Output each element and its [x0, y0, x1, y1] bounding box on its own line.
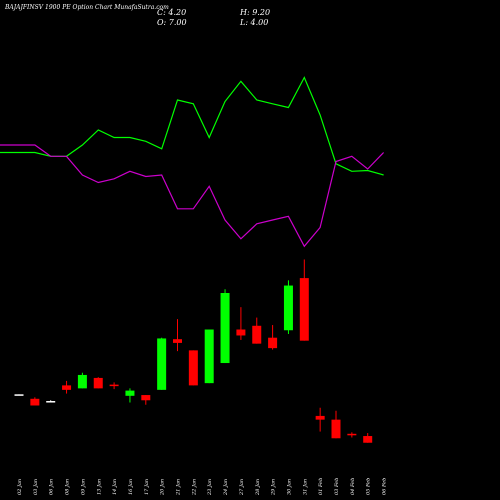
- close-value: C: 4.20: [157, 8, 187, 17]
- candle-body: [315, 415, 325, 420]
- x-tick-label: 06 Feb: [382, 478, 388, 495]
- candle: [46, 400, 56, 403]
- x-tick-label: 09 Jan: [80, 479, 86, 495]
- candle: [252, 317, 262, 344]
- indicator-lines: [0, 76, 385, 248]
- candle-body: [46, 401, 56, 403]
- candle-body: [347, 433, 357, 436]
- candles: [14, 259, 373, 443]
- candle-body: [220, 293, 230, 364]
- x-tick-label: 05 Feb: [366, 478, 372, 495]
- x-tick-label: 14 Jan: [112, 479, 118, 495]
- candle-body: [236, 329, 246, 336]
- x-tick-label: 29 Jan: [271, 479, 277, 496]
- candle: [363, 433, 373, 443]
- low-value: L: 4.00: [240, 18, 269, 27]
- candle: [236, 307, 246, 340]
- candle: [125, 388, 135, 403]
- x-tick-label: 31 Jan: [302, 479, 308, 495]
- candle-body: [109, 384, 119, 387]
- candle: [283, 280, 293, 334]
- candle: [14, 394, 24, 396]
- candle-body: [283, 285, 293, 331]
- candle: [77, 372, 87, 389]
- candle-body: [141, 395, 151, 401]
- candle: [157, 337, 167, 390]
- x-tick-label: 13 Jan: [96, 479, 102, 495]
- candle-body: [157, 338, 167, 390]
- candle: [268, 325, 278, 350]
- candle: [188, 350, 198, 386]
- x-tick-label: 28 Jan: [255, 479, 261, 496]
- candle: [109, 382, 119, 390]
- candle: [315, 407, 325, 432]
- x-tick-label: 01 Feb: [318, 478, 324, 495]
- candle: [173, 319, 182, 352]
- x-tick-label: 22 Jan: [191, 479, 197, 496]
- x-tick-label: 24 Jan: [223, 479, 229, 496]
- x-axis-ticks: 02 Jan 03 Jan 06 Jan 08 Jan 09 Jan 13 Jan 14 J…: [17, 478, 388, 496]
- x-tick-label: 20 Jan: [160, 479, 166, 496]
- x-tick-label: 21 Jan: [176, 479, 182, 496]
- high-value: H: 9.20: [240, 8, 271, 17]
- candle-body: [173, 339, 182, 343]
- magenta-indicator-line: [0, 144, 385, 248]
- candle-body: [268, 337, 278, 349]
- candle: [141, 395, 151, 405]
- candle: [299, 259, 309, 341]
- green-indicator-line: [0, 76, 384, 176]
- candle: [62, 380, 72, 394]
- candle-body: [252, 325, 262, 344]
- candle-body: [331, 419, 341, 439]
- x-tick-label: 02 Jan: [17, 479, 23, 495]
- candle: [204, 329, 214, 384]
- x-tick-label: 04 Feb: [350, 478, 356, 495]
- candle-body: [125, 390, 135, 396]
- x-tick-label: 03 Jan: [33, 479, 39, 495]
- candle-body: [299, 278, 309, 341]
- candle-body: [14, 394, 24, 396]
- x-tick-label: 16 Jan: [128, 479, 134, 495]
- candle-body: [204, 329, 214, 384]
- candle-body: [93, 377, 103, 389]
- chart-title: BAJAJFINSV 1900 PE Option Chart MunafaSu…: [5, 4, 169, 11]
- x-tick-label: 08 Jan: [65, 479, 71, 495]
- x-tick-label: 17 Jan: [144, 479, 150, 495]
- candle: [220, 289, 230, 364]
- candle-body: [62, 385, 72, 390]
- candle-body: [30, 398, 40, 406]
- open-value: O: 7.00: [157, 18, 187, 27]
- candle-body: [363, 436, 373, 443]
- candle: [30, 397, 40, 406]
- candle: [331, 410, 341, 439]
- x-tick-label: 27 Jan: [239, 479, 245, 496]
- x-tick-label: 03 Feb: [334, 478, 340, 495]
- candle: [93, 377, 103, 389]
- x-tick-label: 30 Jan: [286, 479, 292, 495]
- candle: [347, 432, 357, 438]
- x-tick-label: 23 Jan: [207, 479, 213, 496]
- x-tick-label: 06 Jan: [49, 479, 55, 495]
- candle-body: [188, 350, 198, 386]
- candle-body: [77, 374, 87, 389]
